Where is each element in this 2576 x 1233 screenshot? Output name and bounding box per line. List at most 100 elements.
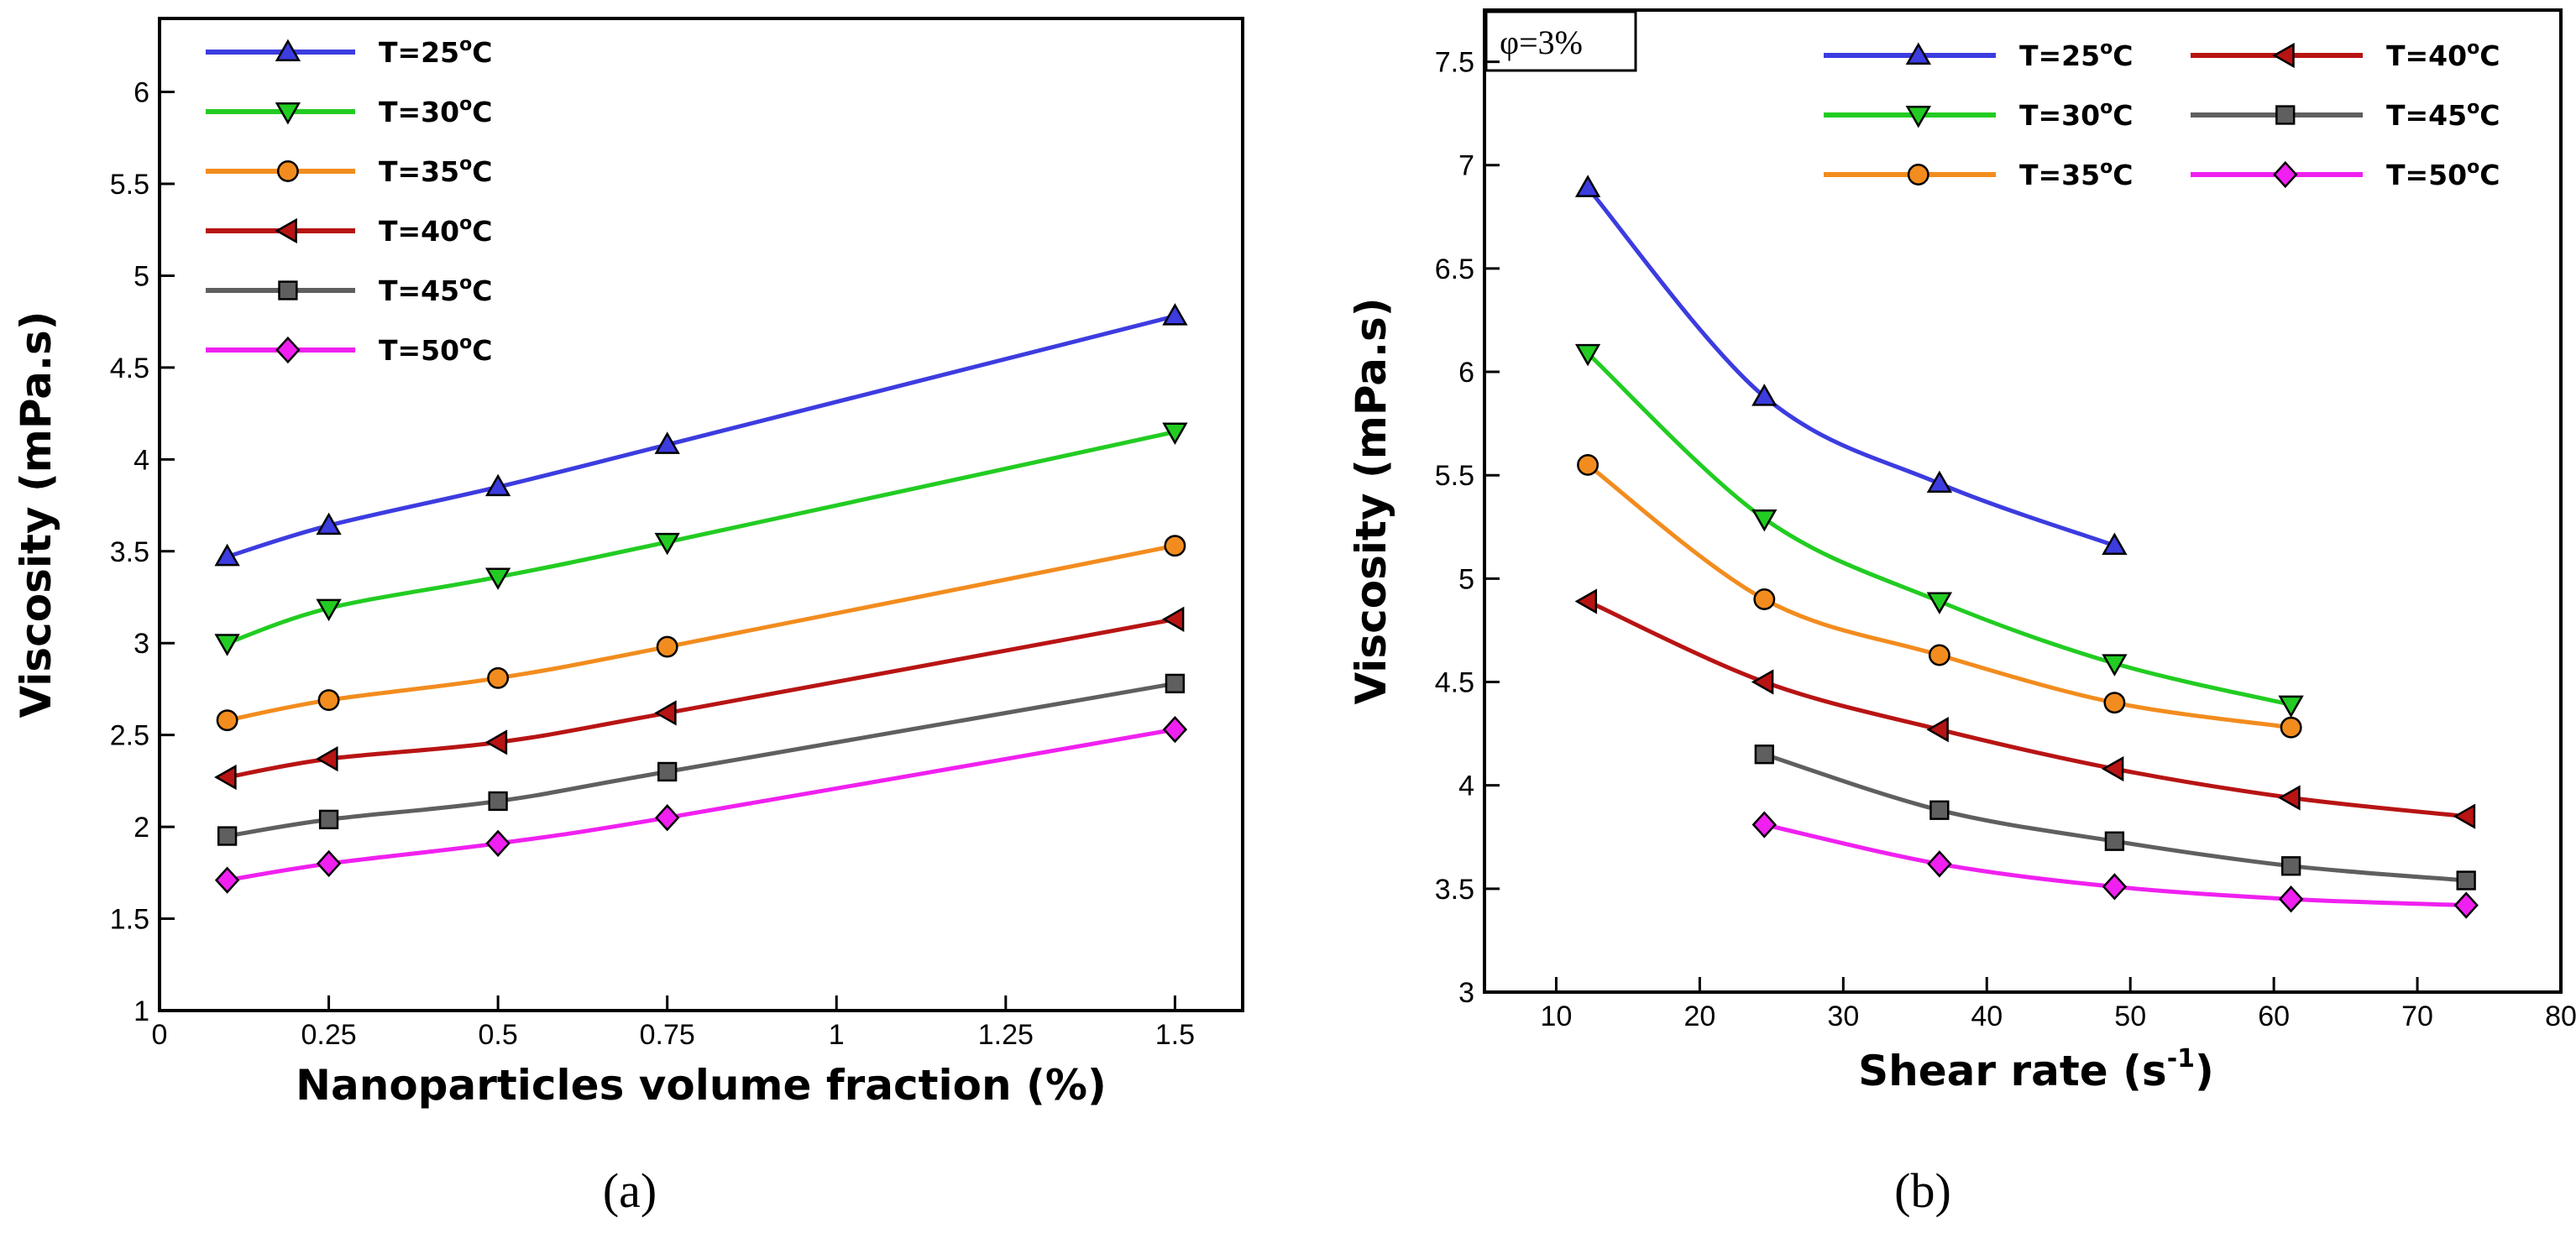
data-point — [484, 473, 511, 497]
data-point — [2453, 803, 2476, 829]
data-point — [1164, 535, 1186, 557]
data-point — [1577, 453, 1600, 476]
x-tick-label: 1.5 — [1155, 1019, 1195, 1051]
data-point — [1574, 588, 1598, 614]
legend-label: T=30oC — [379, 94, 492, 128]
legend-label-sup: o — [459, 273, 472, 294]
series-line — [1587, 599, 2467, 819]
x-tick-label: 10 — [1541, 1001, 1573, 1032]
data-point — [2278, 695, 2304, 718]
y-tick-label: 7.5 — [1435, 47, 1474, 79]
data-point — [2104, 831, 2125, 851]
x-tick-label: 1 — [829, 1019, 845, 1051]
legend-label-main: T=25 — [2019, 39, 2100, 72]
axis-ticks-a: 0 0.25 0.5 0.75 1 1.25 1.5 1 1.5 2 2.5 3 3.5 4 4.5 5 5.5… — [110, 77, 1195, 1051]
data-point — [2280, 856, 2301, 876]
data-point — [656, 635, 678, 658]
chart-panel-b: φ=3% 10 20 30 40 50 60 70 80 3 3.5 4 4.5 5 5.5 6 6.5 7 7.… — [1347, 8, 2576, 1218]
x-axis-label-b-end: ) — [2195, 1047, 2214, 1095]
y-tick-label: 5.5 — [1435, 460, 1474, 492]
data-point — [1574, 175, 1601, 197]
y-tick-label: 3 — [1458, 977, 1474, 1009]
x-tick-label: 1.25 — [978, 1019, 1034, 1051]
legend-marker — [1905, 42, 1931, 65]
data-point — [2280, 716, 2302, 739]
data-point — [2102, 654, 2128, 677]
y-tick-label: 3.5 — [1435, 874, 1474, 906]
legend-label-sup: o — [459, 213, 472, 234]
legend-label: T=25oC — [379, 34, 492, 69]
data-point — [2278, 785, 2301, 811]
phi-annotation: φ=3% — [1500, 24, 1583, 61]
legend-marker — [2272, 42, 2295, 69]
data-point — [1927, 850, 1952, 878]
data-point — [487, 666, 510, 689]
chart-panel-a: 0 0.25 0.5 0.75 1 1.25 1.5 1 1.5 2 2.5 3 3.5 4 4.5 5 5.5… — [12, 17, 1244, 1218]
x-tick-label: 80 — [2545, 1001, 2576, 1032]
y-tick-label: 6.5 — [1435, 253, 1474, 285]
legend-label: T=45oC — [379, 273, 492, 307]
legend-marker — [275, 39, 301, 62]
x-axis-label-b-main: Shear rate (s — [1858, 1047, 2167, 1095]
data-point — [216, 709, 238, 732]
data-point — [317, 689, 340, 712]
data-point — [316, 745, 338, 772]
data-point — [217, 826, 238, 846]
legend-marker — [1905, 106, 1931, 128]
data-point — [1162, 715, 1188, 744]
x-axis-label-b-sup: -1 — [2167, 1044, 2195, 1074]
data-point — [1926, 717, 1949, 743]
y-tick-label: 6 — [134, 77, 149, 109]
legend-label-end: C — [2479, 99, 2500, 132]
legend-label: T=40oC — [379, 213, 492, 248]
legend-label-end: C — [2113, 159, 2133, 191]
data-point — [214, 543, 240, 567]
x-tick-label: 60 — [2258, 1001, 2290, 1032]
x-tick-label: 30 — [1827, 1001, 1859, 1032]
data-point — [2103, 692, 2126, 714]
legend-label-end: C — [472, 36, 492, 69]
y-tick-label: 2.5 — [110, 720, 149, 752]
data-point — [2102, 532, 2128, 555]
data-point — [1162, 422, 1188, 446]
data-point — [654, 431, 680, 454]
data-point — [2453, 891, 2479, 919]
legend-label: T=25oC — [2019, 38, 2133, 72]
legend-label: T=35oC — [379, 154, 492, 188]
legend-label-end: C — [2113, 99, 2133, 132]
legend-label-end: C — [472, 96, 492, 128]
legend-label: T=45oC — [2386, 97, 2500, 132]
data-point — [1574, 343, 1601, 367]
series-line — [1586, 352, 2292, 708]
y-tick-label: 7 — [1458, 150, 1474, 182]
data-point — [316, 849, 342, 878]
legend-label-main: T=25 — [379, 36, 459, 69]
legend-label-main: T=30 — [2019, 99, 2100, 132]
data-point — [1751, 811, 1777, 839]
data-point — [488, 791, 508, 812]
data-point — [2456, 870, 2476, 891]
x-axis-label-a: Nanoparticles volume fraction (%) — [296, 1061, 1107, 1110]
data-point — [1162, 303, 1188, 326]
x-tick-label: 70 — [2401, 1001, 2433, 1032]
y-tick-label: 4.5 — [110, 353, 149, 384]
legend-label-end: C — [472, 334, 492, 367]
y-tick-label: 2 — [134, 812, 149, 844]
data-point — [2102, 873, 2128, 901]
legend-label-end: C — [2479, 39, 2500, 72]
data-point — [318, 809, 339, 830]
y-tick-label: 5.5 — [110, 169, 149, 201]
y-tick-label: 5 — [1458, 563, 1474, 595]
x-tick-label: 0 — [152, 1019, 168, 1051]
y-axis-label-a: Viscosity (mPa.s) — [12, 311, 60, 718]
data-point — [316, 512, 342, 536]
x-tick-label: 20 — [1683, 1001, 1715, 1032]
y-tick-label: 3.5 — [110, 536, 149, 568]
legend-label-sup: o — [459, 94, 472, 115]
data-point — [484, 729, 508, 755]
legend-label-main: T=35 — [379, 155, 459, 188]
x-tick-label: 50 — [2114, 1001, 2146, 1032]
y-tick-label: 4 — [134, 444, 149, 476]
legend-label-main: T=40 — [2386, 39, 2467, 72]
legend-marker — [275, 336, 301, 364]
